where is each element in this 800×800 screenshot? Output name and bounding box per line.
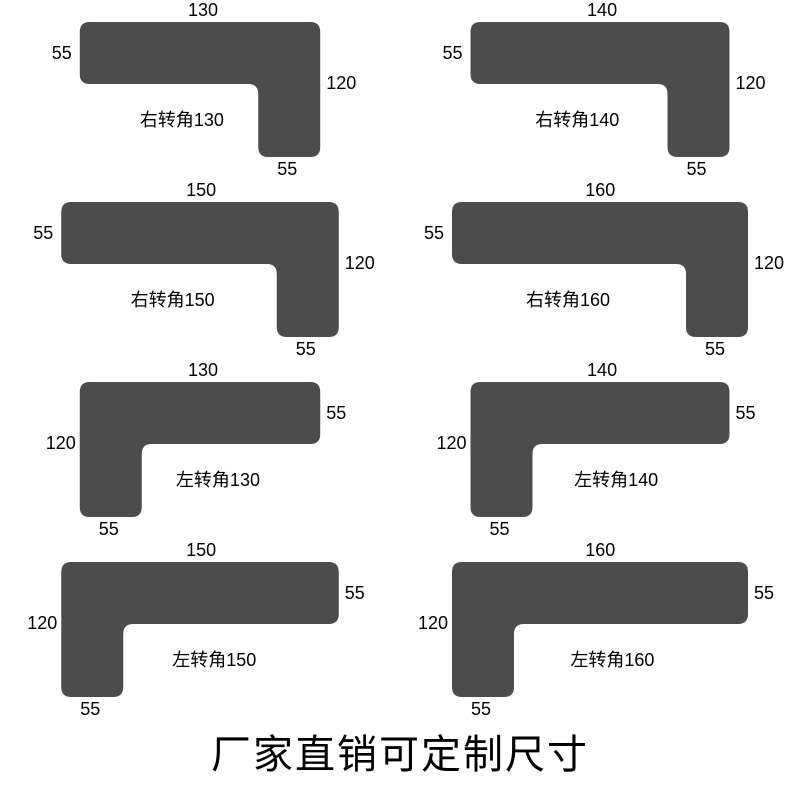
dim-label: 55 [296, 339, 316, 360]
dim-label: 55 [80, 699, 100, 720]
dim-label: 55 [754, 583, 774, 604]
diagram-grid: 130 55 120 55 右转角130 140 55 120 55 右转角140 150 55 120… [0, 0, 800, 720]
dim-label: 150 [186, 180, 216, 201]
corner-cell-2: 150 55 120 55 右转角150 [0, 180, 400, 360]
dim-label: 120 [754, 253, 784, 274]
dim-label: 160 [585, 180, 615, 201]
dim-label: 120 [736, 73, 766, 94]
dim-label: 55 [345, 583, 365, 604]
左转角160-shape [400, 540, 800, 720]
dim-label: 120 [437, 433, 467, 454]
dim-label: 120 [46, 433, 76, 454]
corner-cell-1: 140 55 120 55 右转角140 [400, 0, 800, 180]
dim-label: 130 [188, 0, 218, 21]
footer-text: 厂家直销可定制尺寸 [0, 720, 800, 790]
shape-name-label: 左转角160 [570, 646, 654, 672]
dim-label: 55 [471, 699, 491, 720]
corner-cell-7: 160 55 120 55 左转角160 [400, 540, 800, 720]
dim-label: 55 [277, 159, 297, 180]
dim-label: 55 [99, 519, 119, 540]
dim-label: 55 [490, 519, 510, 540]
shape-name-label: 右转角130 [140, 106, 224, 132]
dim-label: 120 [418, 613, 448, 634]
shape-name-label: 右转角150 [131, 286, 215, 312]
dim-label: 130 [188, 360, 218, 381]
dim-label: 150 [186, 540, 216, 561]
dim-label: 140 [587, 0, 617, 21]
dim-label: 55 [33, 223, 53, 244]
dim-label: 120 [326, 73, 356, 94]
dim-label: 55 [326, 403, 346, 424]
corner-cell-3: 160 55 120 55 右转角160 [400, 180, 800, 360]
shape-name-label: 左转角130 [176, 466, 260, 492]
dim-label: 55 [736, 403, 756, 424]
shape-name-label: 右转角140 [535, 106, 619, 132]
dim-label: 55 [705, 339, 725, 360]
右转角150-shape [0, 180, 400, 360]
右转角160-shape [400, 180, 800, 360]
dim-label: 55 [52, 43, 72, 64]
dim-label: 160 [585, 540, 615, 561]
dim-label: 120 [27, 613, 57, 634]
corner-cell-6: 150 55 120 55 左转角150 [0, 540, 400, 720]
左转角150-shape [0, 540, 400, 720]
shape-name-label: 左转角150 [172, 646, 256, 672]
corner-cell-4: 130 55 120 55 左转角130 [0, 360, 400, 540]
dim-label: 120 [345, 253, 375, 274]
shape-name-label: 右转角160 [526, 286, 610, 312]
corner-cell-0: 130 55 120 55 右转角130 [0, 0, 400, 180]
corner-cell-5: 140 55 120 55 左转角140 [400, 360, 800, 540]
shape-name-label: 左转角140 [574, 466, 658, 492]
dim-label: 140 [587, 360, 617, 381]
dim-label: 55 [687, 159, 707, 180]
dim-label: 55 [424, 223, 444, 244]
dim-label: 55 [443, 43, 463, 64]
